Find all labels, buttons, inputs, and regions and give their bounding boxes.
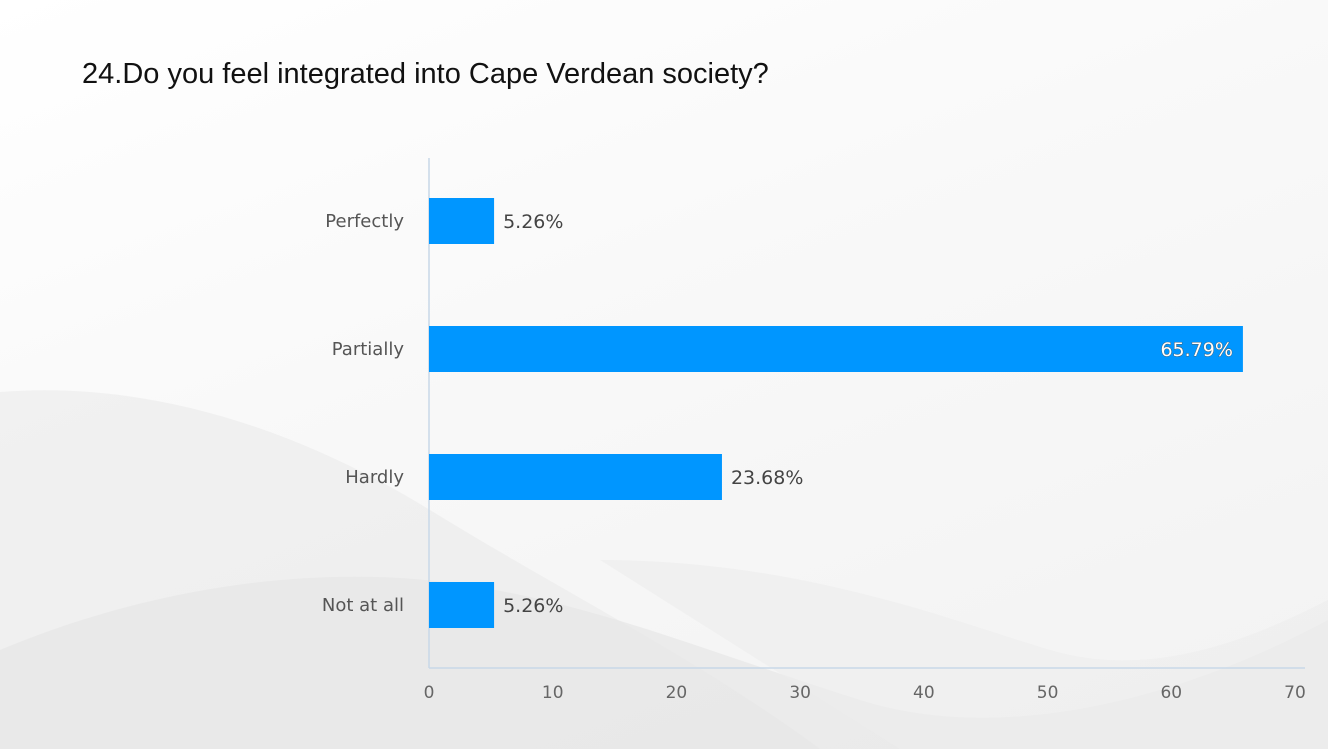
x-tick-label: 20 — [666, 683, 688, 703]
x-tick-label: 0 — [424, 683, 435, 703]
x-tick-label: 70 — [1284, 683, 1306, 703]
category-label: Perfectly — [325, 211, 404, 232]
chart-title: 24.Do you feel integrated into Cape Verd… — [82, 58, 769, 90]
category-label: Partially — [332, 339, 405, 360]
bar — [429, 326, 1243, 372]
data-label: 5.26% — [503, 211, 563, 233]
x-tick-label: 10 — [542, 683, 564, 703]
category-label: Hardly — [345, 467, 404, 488]
x-tick-label: 40 — [913, 683, 935, 703]
data-label: 23.68% — [731, 467, 803, 489]
x-tick-label: 60 — [1160, 683, 1182, 703]
bar — [429, 198, 495, 244]
data-label: 5.26% — [503, 595, 563, 617]
bar — [429, 454, 722, 500]
bar — [429, 582, 495, 628]
x-tick-label: 30 — [789, 683, 811, 703]
x-tick-label: 50 — [1037, 683, 1059, 703]
data-label: 65.79% — [1160, 339, 1232, 361]
category-label: Not at all — [322, 595, 404, 616]
